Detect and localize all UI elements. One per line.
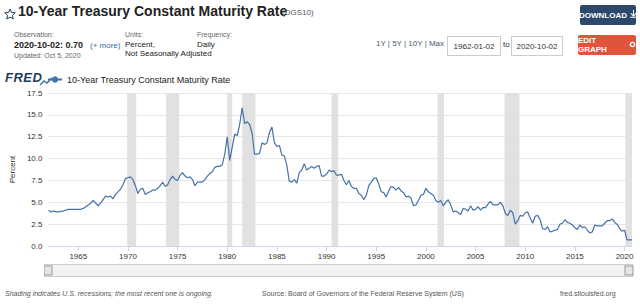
svg-text:7.5: 7.5	[31, 176, 43, 185]
svg-text:1970: 1970	[119, 252, 137, 261]
svg-text:17.5: 17.5	[27, 89, 43, 98]
svg-text:2010: 2010	[516, 252, 534, 261]
html-text:2020-10-02: 0.70: 2020-10-02: 0.70	[14, 40, 84, 50]
html-text:Not Seasonally Adjusted: Not Seasonally Adjusted	[125, 49, 212, 58]
html-text:Shading indicates U.S. recessi: Shading indicates U.S. recessions; the m…	[5, 290, 213, 297]
svg-text:2015: 2015	[566, 252, 584, 261]
html-text:(+ more): (+ more)	[90, 41, 121, 50]
svg-text:1975: 1975	[169, 252, 187, 261]
html-text:Source: Board of Governors of: Source: Board of Governors of the Federa…	[262, 290, 464, 297]
svg-text:1990: 1990	[318, 252, 336, 261]
html-text:FRED: FRED	[5, 70, 43, 85]
html-text:1Y | 5Y | 10Y | Max: 1Y | 5Y | 10Y | Max	[376, 39, 445, 48]
html-text:(DGS10): (DGS10)	[282, 8, 314, 17]
svg-text:1965: 1965	[69, 252, 87, 261]
html-text:10-Year Treasury Constant Matu: 10-Year Treasury Constant Maturity Rate	[18, 3, 288, 19]
svg-text:2020: 2020	[616, 252, 634, 261]
html-text:Updated: Oct 5, 2020: Updated: Oct 5, 2020	[14, 52, 81, 59]
html-text:2020-10-02: 2020-10-02	[516, 41, 558, 51]
html-text:fred.stlouisfed.org: fred.stlouisfed.org	[560, 290, 616, 297]
html-text:Units:: Units:	[125, 31, 143, 38]
html-text:Frequency:: Frequency:	[197, 31, 232, 38]
html-text:1962-01-02: 1962-01-02	[453, 41, 495, 51]
svg-text:12.5: 12.5	[27, 132, 43, 141]
svg-text:10-Year Treasury Constant Matu: 10-Year Treasury Constant Maturity Rate	[67, 75, 230, 85]
html-text:Daily: Daily	[197, 40, 215, 49]
html-text:Observation:: Observation:	[14, 31, 54, 38]
svg-text:2005: 2005	[467, 252, 485, 261]
svg-text:0.0: 0.0	[31, 242, 43, 251]
svg-text:1985: 1985	[268, 252, 286, 261]
svg-text:5.0: 5.0	[31, 198, 43, 207]
svg-text:2000: 2000	[417, 252, 435, 261]
html-text:Percent,: Percent,	[125, 40, 155, 49]
html-text:EDIT GRAPH: EDIT GRAPH	[578, 36, 607, 54]
svg-text:2.5: 2.5	[31, 220, 43, 229]
svg-text:15.0: 15.0	[27, 110, 43, 119]
svg-text:1980: 1980	[218, 252, 236, 261]
html-text:DOWNLOAD: DOWNLOAD	[579, 10, 627, 20]
svg-text:10.0: 10.0	[27, 154, 43, 163]
svg-text:1995: 1995	[367, 252, 385, 261]
html-text:to: to	[503, 40, 510, 49]
svg-text:Percent: Percent	[8, 155, 17, 183]
